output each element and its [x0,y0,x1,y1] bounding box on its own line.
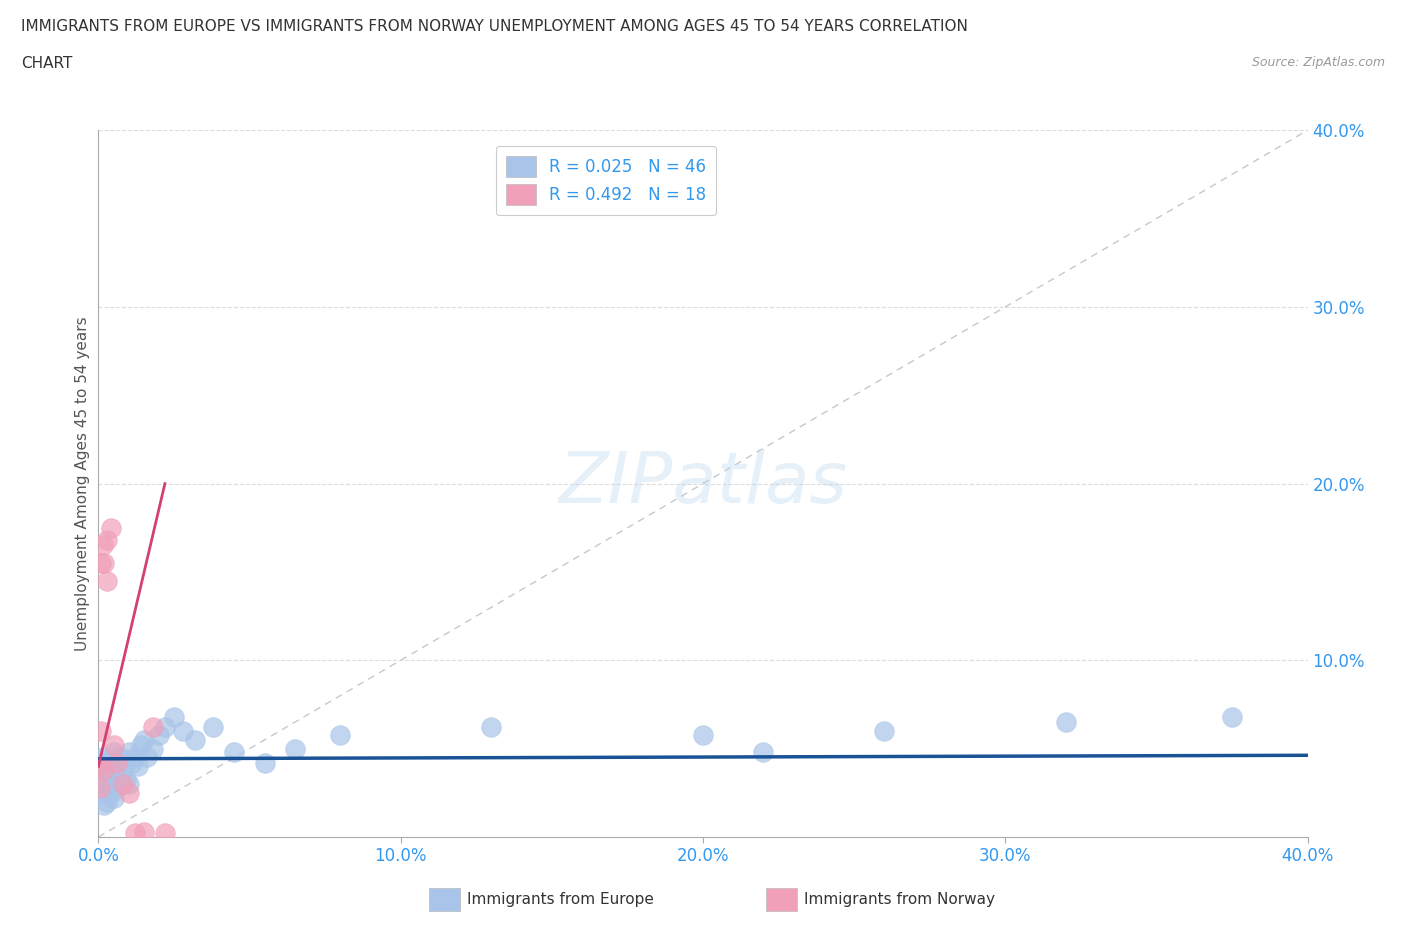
Point [96,533,118,548]
Point [96,794,118,809]
Point [96,755,118,770]
Point [148,727,170,742]
Point [114,773,136,788]
Point [89,780,111,795]
Point [103,790,125,805]
Point [752,745,775,760]
Point [127,759,149,774]
Point [93,785,115,800]
Point [103,745,125,760]
Point [118,777,141,791]
Point [153,720,176,735]
Text: CHART: CHART [21,56,73,71]
Point [329,727,352,742]
Point [96,773,118,788]
Point [202,720,225,735]
Point [100,521,122,536]
Point [253,755,276,770]
Point [135,750,157,764]
Text: Source: ZipAtlas.com: Source: ZipAtlas.com [1251,56,1385,69]
Point [124,826,146,841]
Point [163,710,186,724]
Point [108,773,131,788]
Point [91,538,114,552]
Point [142,720,165,735]
Text: ZIPatlas: ZIPatlas [558,449,848,518]
Point [90,755,112,770]
Point [105,755,128,770]
Point [284,741,307,756]
Point [111,763,134,777]
Point [172,724,194,738]
Point [873,724,896,738]
Point [90,777,112,791]
Point [105,755,128,770]
Text: Immigrants from Europe: Immigrants from Europe [467,892,654,907]
Point [129,737,152,752]
Point [481,720,503,735]
Point [89,763,111,777]
Point [142,741,165,756]
Point [1220,710,1243,724]
Point [100,763,122,777]
Point [90,724,112,738]
Point [93,798,115,813]
Point [184,733,207,748]
Text: IMMIGRANTS FROM EUROPE VS IMMIGRANTS FROM NORWAY UNEMPLOYMENT AMONG AGES 45 TO 5: IMMIGRANTS FROM EUROPE VS IMMIGRANTS FRO… [21,19,967,33]
Point [103,737,125,752]
Point [121,755,143,770]
Point [692,727,714,742]
Legend: R = 0.025   N = 46, R = 0.492   N = 18: R = 0.025 N = 46, R = 0.492 N = 18 [496,146,717,215]
Point [93,763,115,777]
Point [1054,714,1077,729]
Point [93,556,115,571]
Point [118,785,141,800]
Point [105,780,128,795]
Point [118,745,141,760]
Point [132,733,155,748]
Point [91,750,114,764]
Point [132,824,155,839]
Point [224,745,246,760]
Point [90,556,112,571]
Text: Immigrants from Norway: Immigrants from Norway [804,892,995,907]
Y-axis label: Unemployment Among Ages 45 to 54 years: Unemployment Among Ages 45 to 54 years [75,316,90,651]
Point [108,750,131,764]
Point [103,768,125,783]
Point [153,826,176,841]
Point [96,573,118,589]
Point [124,750,146,764]
Point [89,759,111,774]
Point [111,777,134,791]
Point [93,763,115,777]
Point [100,785,122,800]
